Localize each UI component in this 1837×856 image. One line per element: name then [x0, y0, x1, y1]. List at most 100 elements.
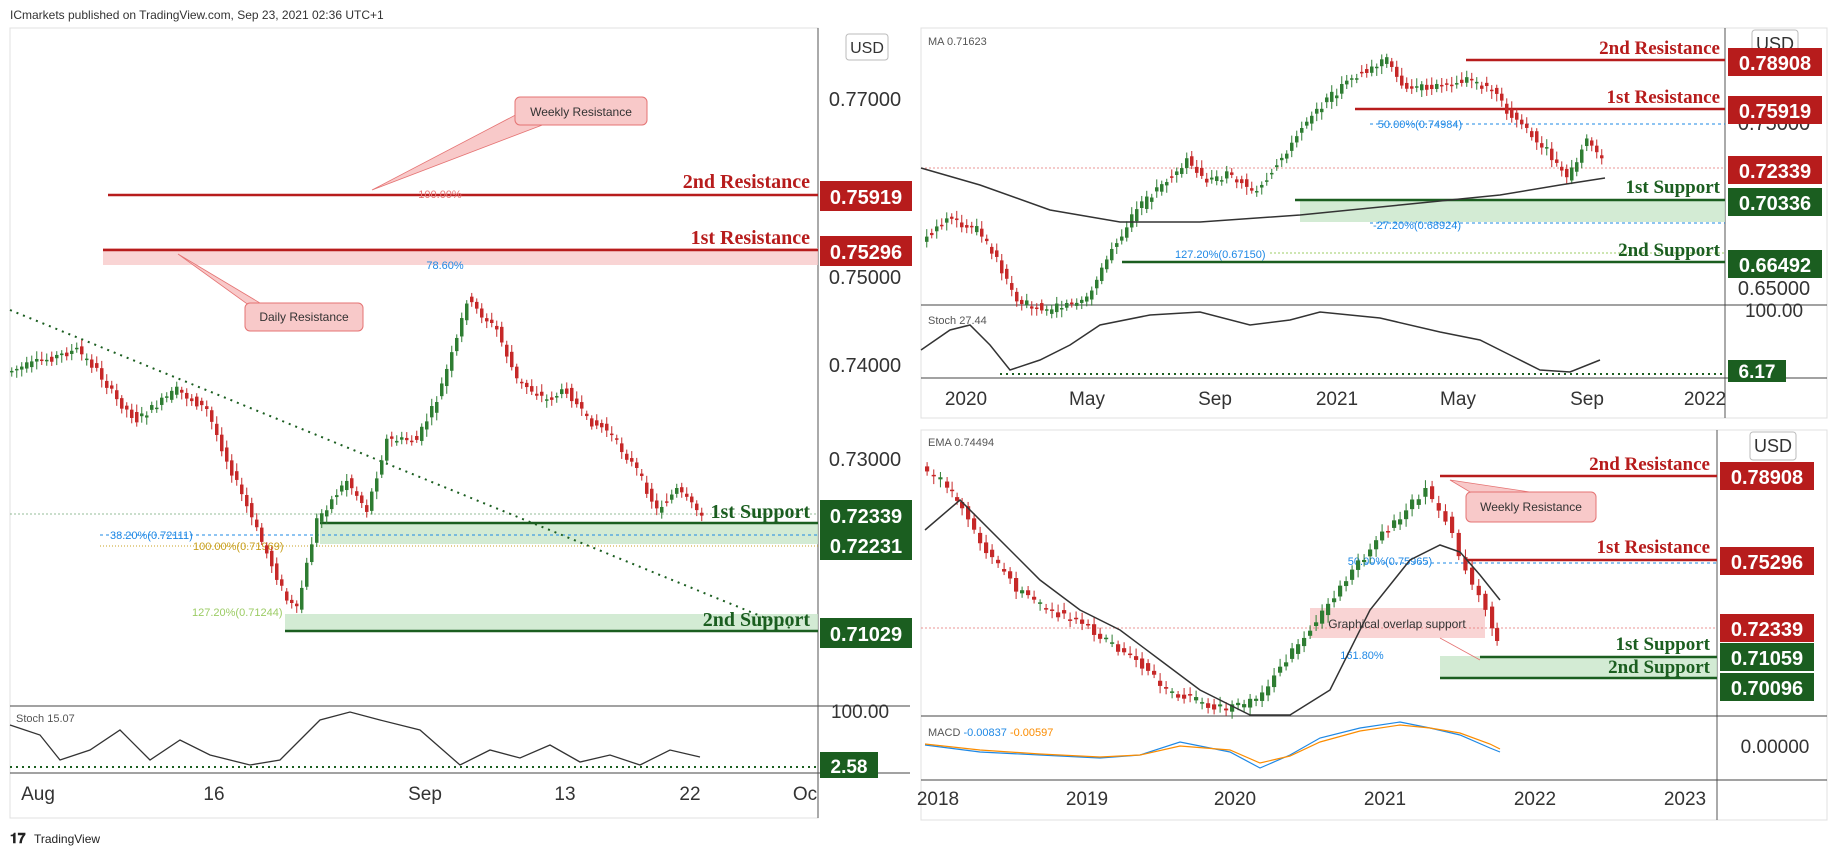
level-label: 1st Support	[711, 501, 811, 523]
candle	[645, 482, 649, 494]
candle	[1360, 71, 1364, 74]
candle	[1080, 619, 1085, 624]
candle	[395, 440, 399, 443]
candle	[280, 579, 284, 586]
fib-label: -27.20%(0.68924)	[1373, 220, 1461, 232]
candle	[1483, 593, 1488, 610]
indicator-label: Stoch 15.07	[16, 713, 75, 725]
candle	[1255, 191, 1259, 193]
candle	[655, 500, 659, 509]
candle	[1305, 121, 1309, 126]
candle	[1230, 172, 1234, 175]
stoch-top: 100.00	[1745, 301, 1803, 322]
candle	[1070, 302, 1074, 305]
candle	[1404, 510, 1409, 520]
candle	[1050, 609, 1055, 611]
candle	[1014, 578, 1019, 592]
candle	[1260, 692, 1265, 701]
tradingview-logo[interactable]: 𝟏𝟕 TradingView	[10, 830, 100, 846]
candle	[490, 319, 494, 324]
candle	[590, 418, 594, 427]
callout-daily-resistance[interactable]	[244, 302, 364, 332]
candle	[10, 370, 14, 373]
fib-label: 78.60%	[426, 260, 464, 272]
candle	[1314, 622, 1319, 626]
candle	[1600, 155, 1604, 159]
candle	[105, 380, 109, 388]
candle	[1164, 687, 1169, 689]
candle	[1455, 83, 1459, 85]
candle	[615, 438, 619, 440]
candle	[470, 296, 474, 303]
candle	[1310, 115, 1314, 124]
candle	[130, 409, 134, 418]
svg-text:0.72339: 0.72339	[830, 506, 902, 528]
candle	[1585, 138, 1589, 147]
candle	[1470, 567, 1475, 585]
candle	[1355, 78, 1359, 80]
candle	[230, 460, 234, 476]
price-tag: 0.72339	[1728, 156, 1822, 184]
svg-text:0.71059: 0.71059	[1731, 648, 1803, 670]
candle	[1002, 569, 1007, 572]
candle	[600, 423, 604, 428]
level-label: 1st Resistance	[691, 227, 811, 249]
candle	[1555, 159, 1559, 163]
candle	[1326, 603, 1331, 616]
callout-weekly-resistance-w[interactable]	[1465, 491, 1597, 523]
candle	[320, 513, 324, 522]
candle	[1470, 78, 1474, 81]
currency-box-weekly[interactable]	[1749, 431, 1797, 461]
candle	[665, 501, 669, 503]
publish-info: ICmarkets published on TradingView.com, …	[10, 8, 384, 22]
candle	[60, 353, 64, 356]
stoch-current: 2.58	[831, 757, 868, 778]
level-label: 2nd Support	[703, 609, 811, 631]
candle	[325, 510, 329, 517]
candle	[1490, 89, 1494, 92]
x-tick: Sep	[1570, 389, 1604, 410]
candle	[140, 413, 144, 417]
currency-label: USD	[1754, 436, 1792, 456]
candle	[95, 363, 99, 368]
candle	[1005, 268, 1009, 279]
candle	[1122, 648, 1127, 653]
candle	[400, 437, 404, 440]
candle	[945, 218, 949, 223]
candle	[190, 398, 194, 402]
candle	[1430, 84, 1434, 90]
candle	[1450, 84, 1454, 87]
candle	[930, 232, 934, 236]
candle	[1150, 197, 1154, 202]
macd-zero: 0.00000	[1741, 737, 1810, 758]
candle	[1045, 309, 1049, 311]
svg-text:0.66492: 0.66492	[1739, 255, 1811, 277]
candle	[1240, 179, 1244, 184]
candle	[1272, 675, 1277, 688]
candle	[165, 396, 169, 398]
candle	[1062, 610, 1067, 614]
candle	[580, 402, 584, 409]
price-tag: 0.66492	[1728, 250, 1822, 278]
candle	[1368, 549, 1373, 557]
candle	[1015, 291, 1019, 302]
x-tick: 2022	[1684, 389, 1726, 410]
candle	[1155, 187, 1159, 192]
candle	[245, 495, 249, 507]
candle	[55, 354, 59, 359]
candle	[440, 383, 444, 397]
candle	[535, 393, 539, 396]
candle	[1160, 184, 1164, 192]
callout-weekly-resistance[interactable]	[514, 96, 648, 126]
candle	[1525, 123, 1529, 128]
candle	[285, 591, 289, 601]
currency-box-h4[interactable]	[845, 33, 889, 61]
candle	[370, 491, 374, 511]
candle	[1296, 644, 1301, 654]
callout-text: Daily Resistance	[259, 310, 349, 324]
candle	[1030, 306, 1034, 309]
y-tick: 0.74000	[829, 355, 901, 377]
candle	[445, 368, 449, 387]
candle	[1140, 658, 1145, 669]
candle	[420, 426, 424, 441]
